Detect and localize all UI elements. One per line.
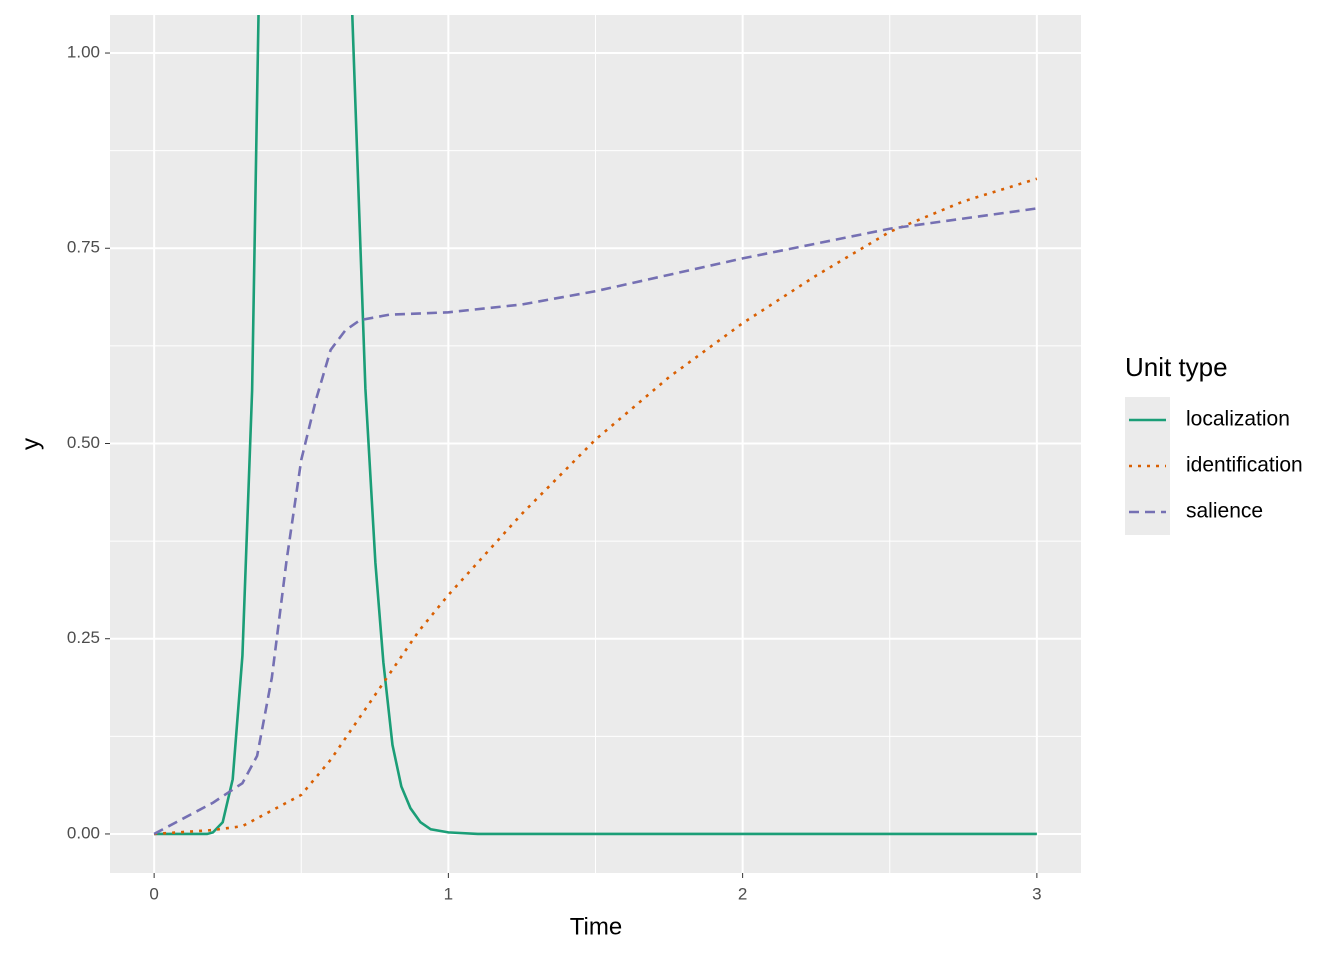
x-tick-label: 3 xyxy=(1032,884,1041,903)
y-tick-label: 1.00 xyxy=(67,43,100,62)
y-tick-label: 0.00 xyxy=(67,823,100,842)
plot-area xyxy=(153,15,1038,836)
legend-label: localization xyxy=(1186,408,1290,431)
legend-title: Unit type xyxy=(1125,352,1228,382)
x-tick-label: 1 xyxy=(444,884,453,903)
y-tick-label: 0.50 xyxy=(67,433,100,452)
legend-label: salience xyxy=(1186,500,1263,523)
legend-label: identification xyxy=(1186,454,1303,477)
x-tick-label: 0 xyxy=(149,884,158,903)
y-tick-label: 0.25 xyxy=(67,628,100,647)
line-series xyxy=(154,15,1037,836)
line-series xyxy=(154,177,1038,836)
x-tick-label: 2 xyxy=(738,884,747,903)
line-series xyxy=(153,207,1038,836)
y-axis-title: y xyxy=(17,438,44,450)
y-tick-label: 0.75 xyxy=(67,238,100,257)
x-axis-title: Time xyxy=(570,913,622,940)
